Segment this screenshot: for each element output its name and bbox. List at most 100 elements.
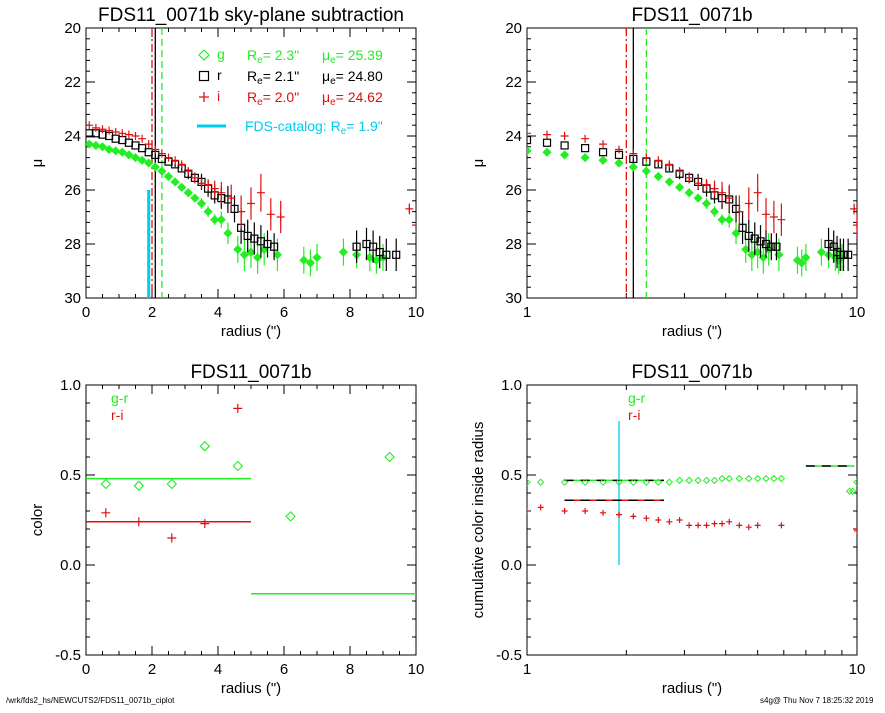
chart-title: FDS11_0071b [631, 362, 752, 383]
r-i-point [854, 527, 857, 534]
y-tick-label: 30 [505, 290, 522, 307]
g-band-point [580, 153, 590, 163]
footer-path: /wrk/fds2_hs/NEWCUTS2/FDS11_0071b_ciplot [6, 696, 175, 705]
g-band-point [299, 255, 309, 265]
r-i-point [666, 518, 673, 525]
g-band-point [641, 166, 651, 176]
r-band-point [392, 250, 401, 259]
g-band-point [111, 146, 121, 156]
g-r-point [675, 476, 684, 485]
y-tick-label: 22 [505, 74, 522, 91]
i-band-point [777, 215, 786, 224]
i-band-point [769, 213, 778, 221]
y-tick-label: 24 [505, 128, 522, 145]
i-band-point [853, 221, 857, 230]
i-band-point [710, 184, 719, 193]
i-band-point [138, 134, 147, 143]
y-tick-label: 28 [505, 236, 522, 253]
r-i-point [134, 517, 144, 527]
i-band-point [694, 179, 703, 188]
i-band-point [735, 207, 744, 216]
g-r-point [642, 478, 651, 486]
x-tick-label: 4 [214, 304, 222, 321]
r-i-point [686, 522, 693, 529]
r-band-point [124, 138, 134, 147]
g-r-point [853, 478, 857, 486]
g-band-point [246, 247, 256, 257]
i-band-point [725, 194, 734, 203]
y-tick-label: 20 [505, 20, 522, 37]
y-tick-label: 24 [64, 128, 81, 145]
footer-timestamp: s4g@ Thu Nov 7 18:25:32 2019 [760, 696, 874, 705]
g-r-point [536, 478, 545, 486]
r-band-point [750, 234, 759, 243]
g-r-point [133, 480, 145, 492]
i-band-point [581, 134, 590, 143]
r-band-point [527, 135, 532, 145]
g-r-point [560, 478, 569, 486]
g-r-point [527, 478, 531, 486]
r-band-point [560, 141, 569, 150]
x-tick-label: 10 [408, 661, 425, 678]
g-band-point [684, 188, 694, 198]
g-r-point [770, 474, 778, 483]
r-i-point [676, 517, 683, 523]
i-band-point [247, 199, 255, 208]
i-band-point [599, 140, 608, 149]
x-axis-label: radius (") [221, 323, 281, 340]
i-band-point [266, 210, 275, 219]
g-r-point [100, 478, 112, 490]
i-band-point [157, 149, 166, 158]
r-i-point [561, 508, 568, 514]
g-r-point [615, 478, 623, 486]
y-tick-label: 22 [64, 74, 81, 91]
r-i-point [726, 518, 733, 525]
i-band-point [131, 132, 140, 140]
g-band-point [724, 215, 734, 225]
i-band-point [105, 126, 114, 135]
y-tick-label: -0.5 [496, 647, 522, 664]
g-band-point [664, 177, 674, 187]
r-band-point [598, 148, 608, 157]
r-i-point [630, 513, 637, 520]
i-band-point [204, 180, 213, 189]
x-tick-label: 6 [280, 661, 288, 678]
g-r-point [199, 440, 211, 452]
g-r-point [285, 511, 296, 522]
i-band-point [98, 125, 107, 134]
i-band-point [190, 173, 199, 182]
g-band-point [130, 153, 141, 163]
x-tick-label: 2 [148, 661, 156, 678]
r-band-point [352, 242, 361, 251]
y-tick-label: 28 [64, 236, 81, 253]
y-tick-label: -0.5 [55, 647, 81, 664]
r-i-point [200, 519, 210, 529]
i-band-point [702, 180, 711, 189]
r-i-point [719, 520, 726, 527]
x-tick-label: 6 [280, 304, 288, 321]
i-band-point [86, 121, 94, 130]
g-band-point [272, 250, 282, 260]
y-tick-label: 0.0 [501, 557, 522, 574]
legend-mu-text: μe= 24.62 [322, 89, 383, 108]
x-tick-label: 8 [346, 304, 354, 321]
r-band-point [761, 239, 771, 249]
i-band-point [217, 188, 226, 197]
r-i-point [745, 524, 752, 531]
g-band-point [305, 258, 315, 268]
g-r-point [654, 478, 663, 486]
x-tick-label: 0 [82, 304, 90, 321]
i-band-point [144, 140, 153, 149]
legend-ri-label: r-i [628, 407, 640, 423]
plot-area [527, 421, 857, 565]
y-tick-label: 26 [505, 182, 522, 199]
g-band-point [86, 139, 94, 149]
x-tick-label: 0 [82, 661, 90, 678]
r-i-point [101, 508, 111, 518]
i-band-point [276, 213, 285, 221]
legend-i-symbol [199, 92, 209, 102]
r-band-point [382, 250, 391, 259]
g-r-point [735, 474, 744, 483]
g-band-point [104, 144, 114, 155]
g-band-point [598, 155, 608, 165]
